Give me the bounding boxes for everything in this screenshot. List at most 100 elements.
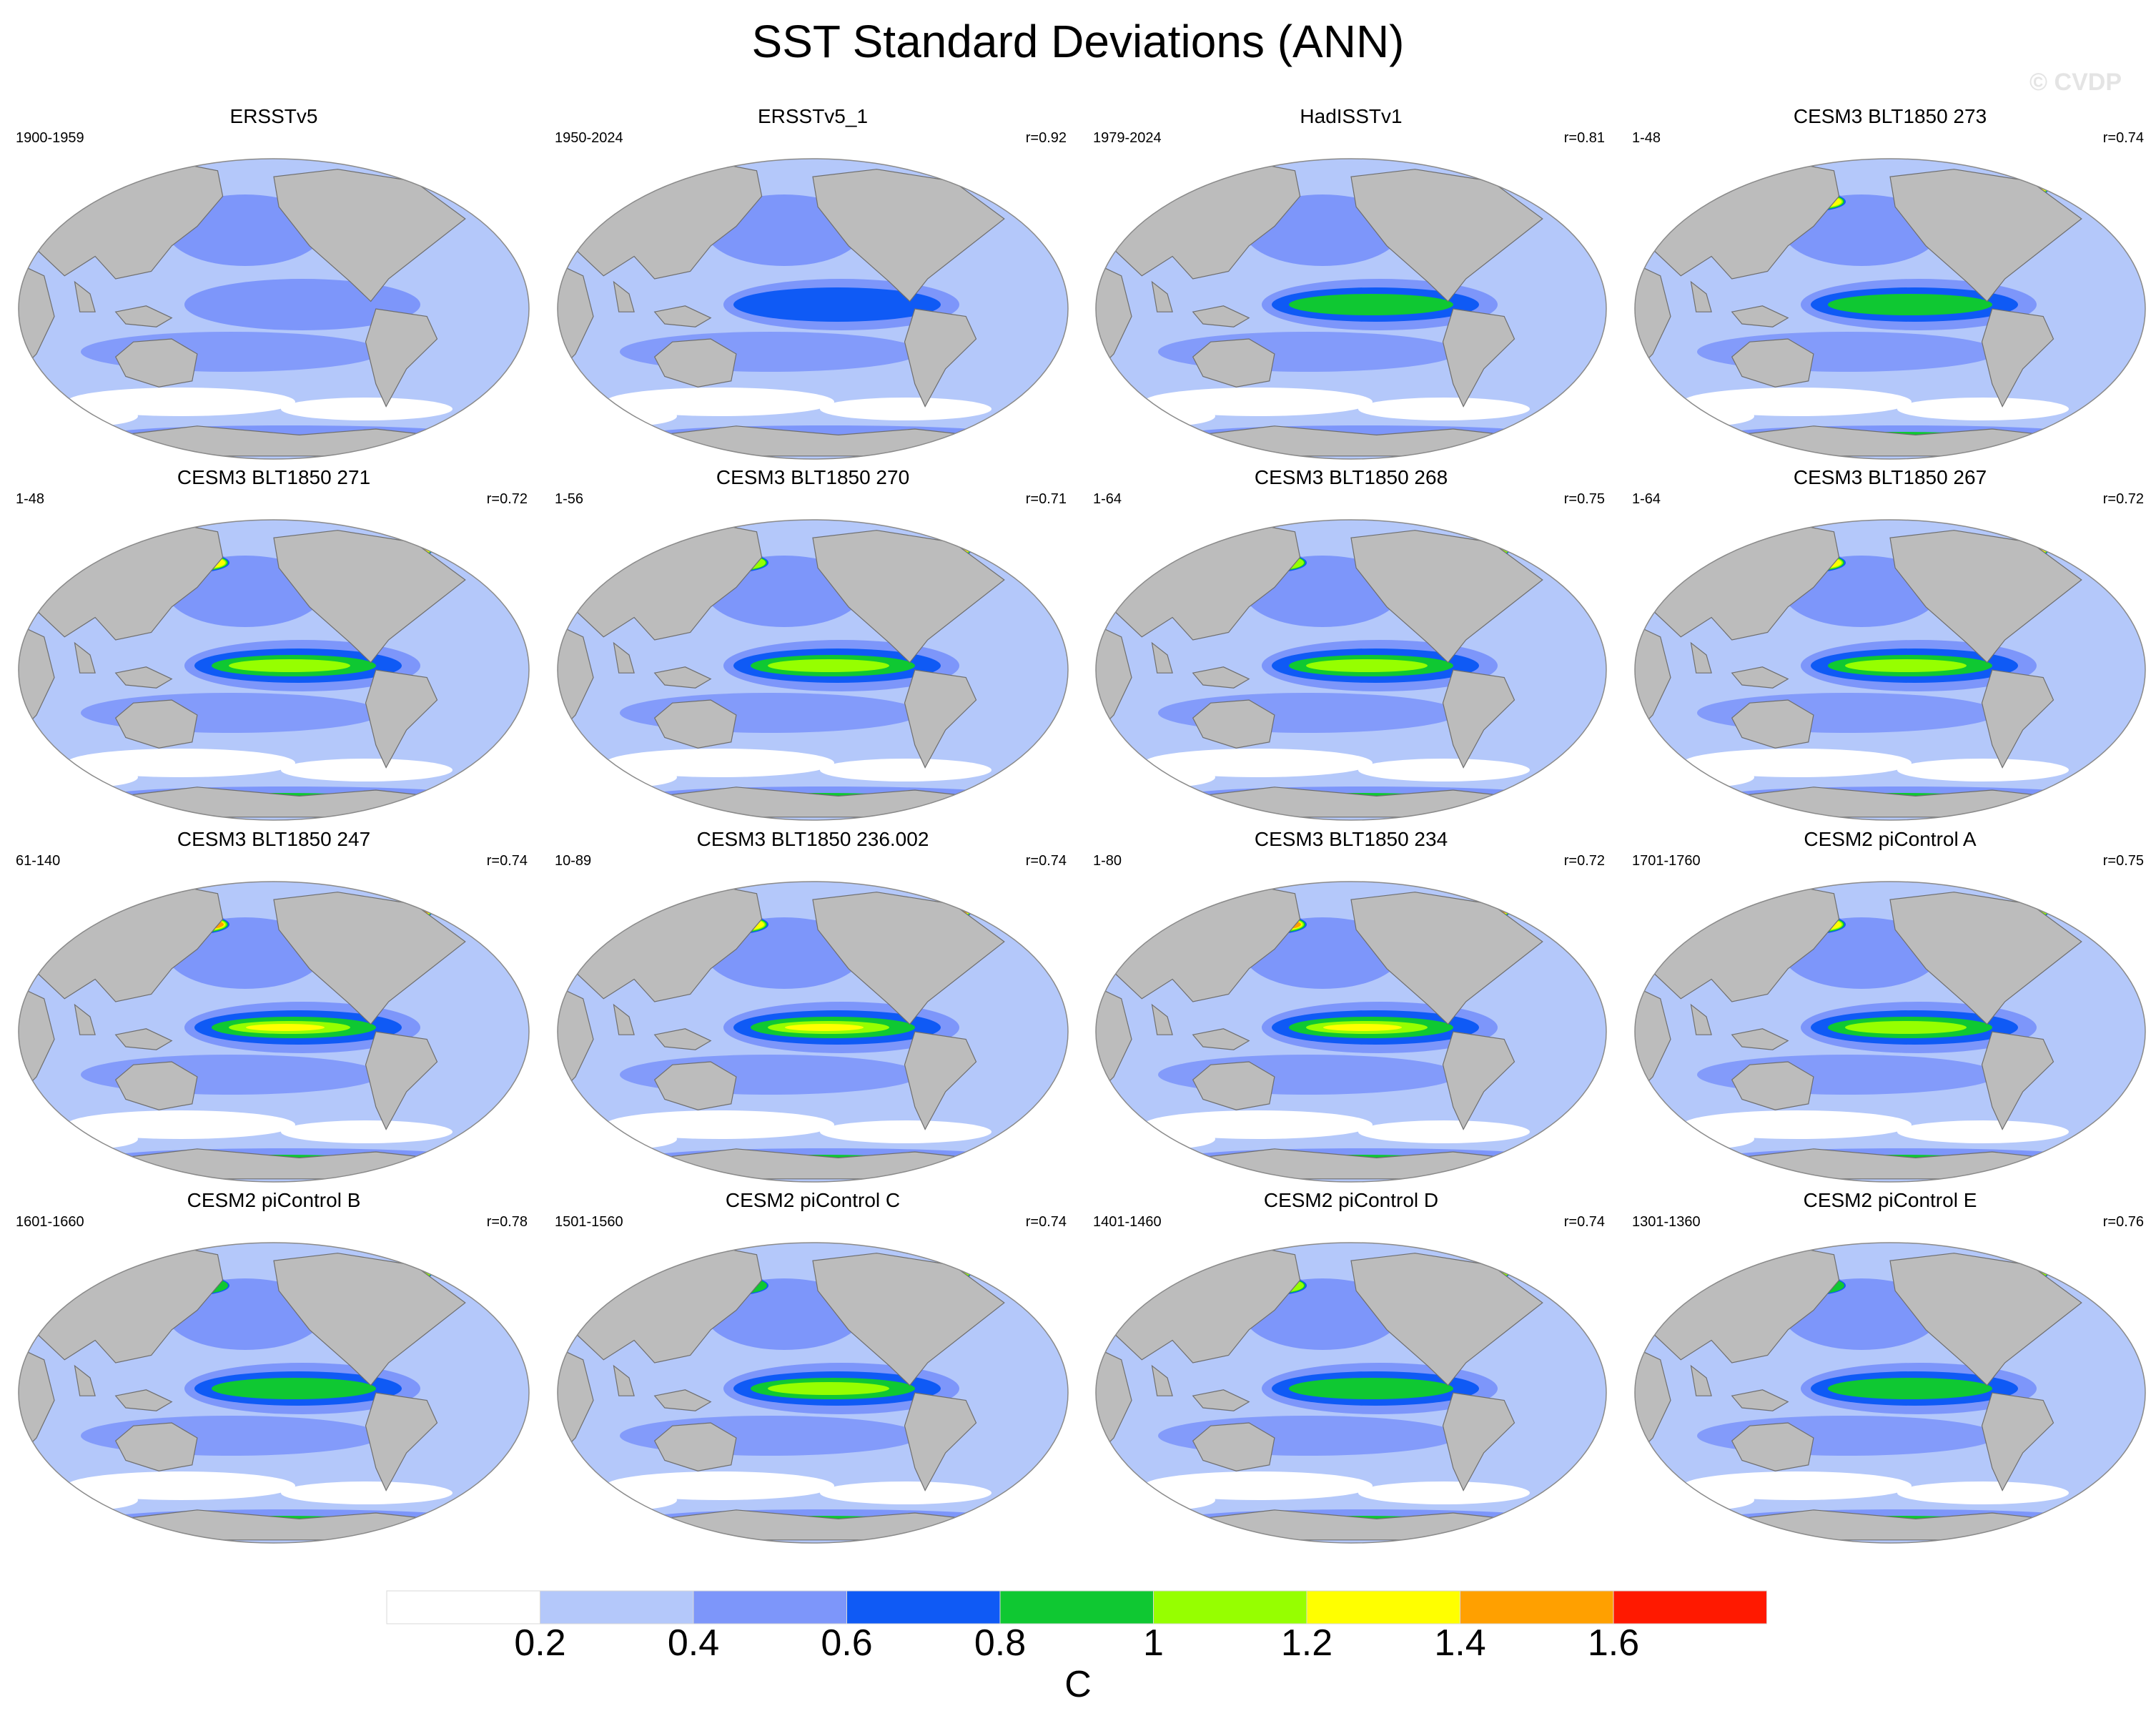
land-greenland — [431, 884, 484, 920]
land-north-america — [1889, 169, 2082, 302]
land-africa — [1096, 263, 1132, 373]
low-variance-region — [1683, 1471, 1912, 1500]
low-variance-region — [1144, 1110, 1373, 1139]
land-australia — [653, 699, 737, 749]
panel-period: 1900-1959 — [16, 130, 84, 146]
map-border — [557, 519, 1069, 821]
low-variance-region — [1683, 749, 1912, 777]
colorbar-swatch — [1613, 1590, 1767, 1624]
map-border — [1095, 158, 1607, 460]
land-maritime — [653, 1389, 712, 1411]
land-australia — [1192, 699, 1275, 749]
panel-correlation: r=0.76 — [2102, 1214, 2144, 1230]
low-variance-region — [1897, 398, 2069, 420]
land-maritime — [114, 1028, 173, 1050]
land-south-america — [365, 1392, 438, 1491]
map-panel: HadISSTv1 1979-2024 r=0.81 — [1082, 104, 1621, 462]
map-panel: CESM3 BLT1850 247 61-140 r=0.74 — [4, 827, 543, 1185]
colorbar — [0, 1580, 2156, 1721]
land-europe-east — [1037, 907, 1068, 973]
low-variance-region — [1144, 388, 1373, 416]
map-border — [1634, 881, 2146, 1183]
land-india-sea — [74, 641, 96, 674]
panel-title: CESM3 BLT1850 247 — [177, 828, 371, 850]
panel-title: CESM3 BLT1850 268 — [1254, 466, 1448, 488]
map-border — [18, 519, 530, 821]
enso-tongue-contour — [1323, 1024, 1402, 1031]
panel-period: 1-48 — [16, 491, 45, 507]
low-variance-region — [66, 388, 295, 416]
panel-correlation: r=0.72 — [2102, 491, 2144, 507]
land-maritime — [114, 1389, 173, 1411]
land-australia — [114, 1061, 198, 1110]
colorbar-swatch — [386, 1590, 540, 1624]
low-variance-region — [1115, 767, 1215, 787]
land-europe-east — [498, 546, 529, 611]
colorbar-tick-label: 0.2 — [514, 1622, 566, 1664]
low-variance-region — [1115, 1129, 1215, 1149]
colorbar-tick-label: 1.2 — [1280, 1622, 1333, 1664]
land-north-america — [1350, 530, 1543, 664]
land-india-sea — [1690, 641, 1712, 674]
panel-period: 1501-1560 — [555, 1214, 623, 1230]
panel-period: 1-56 — [555, 491, 584, 507]
sst-std-map — [1634, 158, 2146, 460]
enso-tongue-contour — [212, 1378, 376, 1399]
sst-std-map — [18, 158, 530, 460]
land-europe-east — [2114, 546, 2145, 611]
land-greenland — [431, 1245, 484, 1281]
land-africa — [19, 1347, 55, 1457]
land-australia — [1731, 338, 1814, 388]
map-panel: CESM3 BLT1850 270 1-56 r=0.71 — [543, 465, 1082, 823]
low-variance-region — [1654, 1490, 1754, 1510]
land-africa — [19, 624, 55, 734]
map-panel: CESM2 piControl C 1501-1560 r=0.74 — [543, 1188, 1082, 1546]
enso-tongue-contour — [1828, 1378, 1992, 1399]
map-panel: ERSSTv5_1 1950-2024 r=0.92 — [543, 104, 1082, 462]
land-north-america — [812, 892, 1005, 1025]
map-border — [18, 1242, 530, 1544]
map-border — [18, 881, 530, 1183]
land-south-america — [365, 1031, 438, 1130]
map-panel: CESM3 BLT1850 273 1-48 r=0.74 — [1621, 104, 2156, 462]
panel-correlation: r=0.74 — [1025, 853, 1067, 869]
low-variance-region — [66, 1471, 295, 1500]
land-africa — [558, 1347, 594, 1457]
land-australia — [653, 338, 737, 388]
land-south-america — [1981, 1392, 2054, 1491]
panel-title: CESM2 piControl C — [725, 1189, 901, 1211]
page-title: SST Standard Deviations (ANN) — [751, 16, 1405, 67]
low-variance-region — [1654, 406, 1754, 426]
low-variance-region — [1358, 1120, 1530, 1143]
land-north-america — [1350, 892, 1543, 1025]
map-border — [1634, 1242, 2146, 1544]
land-south-america — [365, 308, 438, 408]
land-maritime — [1192, 1028, 1250, 1050]
land-europe-east — [1037, 184, 1068, 250]
panel-title: CESM3 BLT1850 236.002 — [696, 828, 929, 850]
land-africa — [1635, 986, 1671, 1096]
land-australia — [1731, 699, 1814, 749]
land-europe-east — [1575, 184, 1606, 250]
sst-std-map — [557, 881, 1069, 1183]
land-north-america — [273, 169, 466, 302]
land-maritime — [114, 305, 173, 327]
sst-std-map — [1634, 1242, 2146, 1544]
land-australia — [1192, 1422, 1275, 1471]
low-variance-region — [1654, 1129, 1754, 1149]
land-africa — [558, 986, 594, 1096]
low-variance-region — [1654, 767, 1754, 787]
land-north-america — [812, 1253, 1005, 1386]
panel-period: 1950-2024 — [555, 130, 623, 146]
land-india-sea — [613, 641, 635, 674]
map-border — [557, 1242, 1069, 1544]
land-africa — [558, 624, 594, 734]
panel-correlation: r=0.72 — [486, 491, 528, 507]
land-europe-east — [498, 907, 529, 973]
sst-std-map — [1634, 881, 2146, 1183]
panel-period: 10-89 — [555, 853, 592, 869]
enso-tongue-contour — [733, 287, 941, 322]
sst-std-map — [557, 1242, 1069, 1544]
low-variance-region — [1897, 759, 2069, 781]
land-maritime — [1192, 666, 1250, 689]
